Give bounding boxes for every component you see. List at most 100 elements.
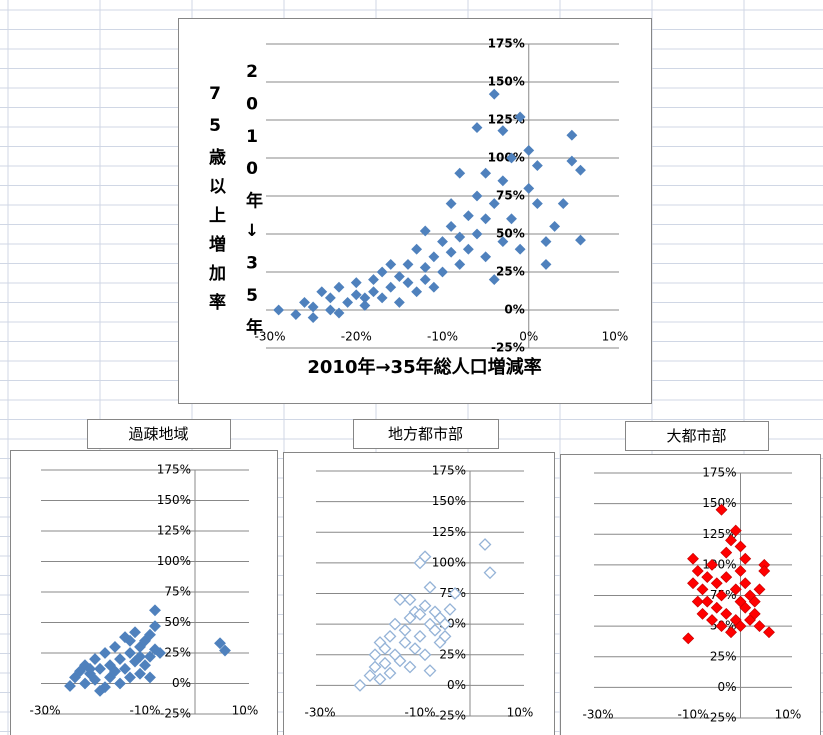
point bbox=[691, 595, 704, 608]
point bbox=[715, 620, 728, 633]
point bbox=[454, 258, 466, 270]
point bbox=[480, 213, 492, 225]
point bbox=[478, 538, 492, 551]
point bbox=[134, 667, 146, 680]
point bbox=[307, 312, 319, 324]
point bbox=[753, 620, 766, 633]
point bbox=[299, 296, 310, 308]
point bbox=[471, 228, 483, 240]
point bbox=[273, 304, 285, 316]
point bbox=[324, 292, 336, 304]
point bbox=[418, 648, 432, 662]
point bbox=[445, 198, 457, 210]
y-tick-label: 125% bbox=[157, 524, 191, 538]
y-tick-label: 125% bbox=[702, 527, 736, 541]
point bbox=[385, 281, 397, 293]
point bbox=[418, 599, 432, 613]
point bbox=[462, 210, 474, 222]
point bbox=[428, 623, 442, 637]
point bbox=[715, 503, 728, 516]
point bbox=[119, 662, 131, 675]
point bbox=[437, 236, 448, 248]
point bbox=[445, 246, 457, 258]
x-tick-label: -30% bbox=[29, 704, 60, 718]
point bbox=[109, 640, 121, 653]
point bbox=[144, 650, 156, 663]
point bbox=[734, 565, 747, 577]
point bbox=[373, 672, 387, 686]
point bbox=[413, 629, 427, 643]
point bbox=[739, 601, 752, 614]
point bbox=[423, 580, 437, 594]
chart-frame bbox=[560, 454, 821, 735]
point bbox=[316, 286, 328, 298]
point bbox=[378, 642, 392, 656]
y-tick-label: 50% bbox=[164, 615, 191, 629]
point bbox=[385, 258, 397, 270]
point bbox=[419, 225, 431, 237]
chart: -25%0%25%50%75%100%125%150%175%-30%-10%1… bbox=[10, 419, 278, 735]
point bbox=[363, 669, 377, 682]
x-tick-label: -30% bbox=[254, 330, 285, 344]
point bbox=[506, 152, 517, 164]
point bbox=[720, 571, 733, 584]
point bbox=[706, 558, 718, 571]
point bbox=[739, 577, 752, 590]
point bbox=[350, 289, 362, 301]
point bbox=[393, 271, 405, 282]
point bbox=[144, 628, 156, 641]
chart: -25%0%25%50%75%100%125%150%175%-30%-10%1… bbox=[560, 421, 821, 735]
title-box bbox=[353, 419, 499, 449]
point bbox=[333, 307, 345, 319]
chart-frame bbox=[178, 18, 652, 404]
point bbox=[696, 583, 709, 596]
point bbox=[403, 660, 417, 674]
point bbox=[64, 680, 76, 692]
point bbox=[411, 243, 423, 255]
point bbox=[531, 160, 543, 172]
point bbox=[149, 620, 161, 633]
point bbox=[383, 629, 397, 643]
x-axis-label: 2010年→35年総人口増減率 bbox=[307, 356, 541, 378]
point bbox=[393, 296, 405, 308]
x-tick-label: -30% bbox=[304, 706, 335, 720]
point bbox=[497, 125, 509, 137]
point bbox=[94, 684, 106, 697]
x-tick-label: -30% bbox=[582, 708, 613, 722]
point bbox=[359, 300, 371, 311]
point bbox=[720, 546, 733, 559]
y-tick-label: 100% bbox=[157, 554, 191, 568]
point bbox=[710, 601, 723, 614]
point bbox=[154, 647, 166, 659]
point bbox=[462, 243, 474, 255]
point bbox=[124, 671, 136, 684]
point bbox=[114, 677, 126, 690]
point bbox=[388, 617, 402, 631]
point bbox=[725, 534, 737, 547]
point bbox=[753, 583, 766, 596]
chart-title: 地方都市部 bbox=[388, 425, 463, 443]
point bbox=[687, 577, 699, 590]
y-tick-label: 75% bbox=[164, 585, 191, 599]
chart: -25%0%25%50%75%100%125%150%175%-30% -20% -… bbox=[178, 18, 652, 404]
point bbox=[480, 167, 492, 179]
point bbox=[378, 656, 392, 670]
y-tick-label: 25% bbox=[164, 646, 191, 660]
point bbox=[99, 647, 111, 659]
chart-frame bbox=[10, 450, 278, 735]
point bbox=[324, 304, 336, 316]
point bbox=[219, 644, 231, 657]
point bbox=[408, 642, 422, 656]
point bbox=[383, 666, 397, 680]
point bbox=[403, 593, 417, 607]
point bbox=[438, 629, 452, 643]
point bbox=[350, 277, 362, 289]
point bbox=[307, 301, 319, 313]
point bbox=[549, 220, 561, 232]
title-box bbox=[87, 419, 231, 449]
point bbox=[720, 607, 733, 620]
point bbox=[480, 251, 492, 263]
point bbox=[402, 258, 414, 270]
y-tick-label: 175% bbox=[488, 37, 525, 51]
